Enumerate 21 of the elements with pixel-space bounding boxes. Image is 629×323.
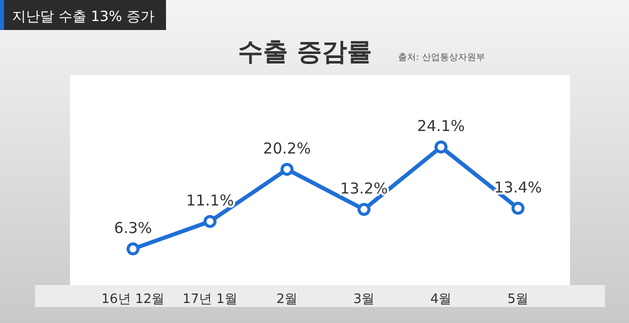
point: [434, 140, 448, 154]
point: [358, 202, 370, 216]
x-tick-label: 2월: [276, 292, 298, 307]
chart-title: 수출 증감률: [238, 37, 372, 66]
data-label: 6.3%: [114, 218, 152, 237]
point: [512, 202, 524, 215]
data-label: 20.2%: [263, 139, 311, 158]
data-label: 13.4%: [494, 178, 542, 196]
point: [126, 242, 140, 256]
x-tick-label: 5월: [507, 292, 529, 307]
text: 지난달 수출 13% 증가: [12, 9, 154, 25]
source-note: 출처: 산업통상자원부: [398, 53, 485, 63]
data-label: 13.2%: [340, 179, 388, 198]
point: [204, 214, 216, 228]
data-label: 11.1%: [186, 191, 234, 210]
x-tick-label: 3월: [353, 292, 375, 307]
x-tick-label: 17년 1월: [182, 292, 238, 307]
data-label: 24.1%: [417, 117, 465, 135]
point: [280, 162, 294, 176]
x-tick-label: 16년 12월: [101, 292, 165, 307]
x-tick-label: 4월: [430, 292, 452, 307]
